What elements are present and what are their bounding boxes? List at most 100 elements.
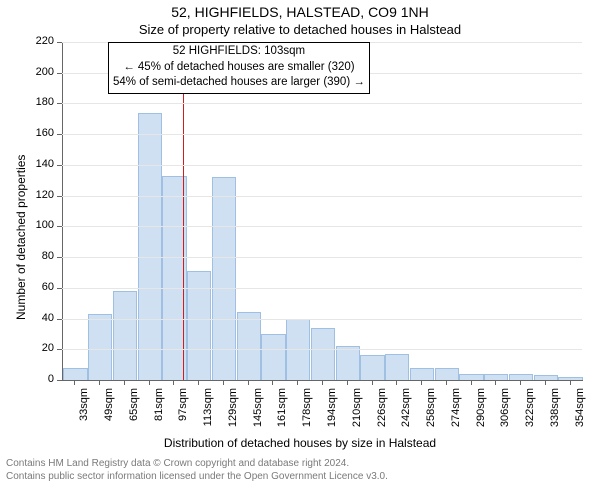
gridline-h — [62, 103, 582, 104]
x-tick-mark — [322, 380, 323, 385]
x-tick-label: 306sqm — [499, 388, 511, 438]
x-tick-mark — [347, 380, 348, 385]
x-tick-mark — [149, 380, 150, 385]
gridline-h — [62, 196, 582, 197]
x-tick-label: 178sqm — [301, 388, 313, 438]
x-axis-label: Distribution of detached houses by size … — [0, 436, 600, 450]
gridline-h — [62, 319, 582, 320]
annotation-line-3: 54% of semi-detached houses are larger (… — [113, 75, 365, 91]
y-tick-label: 140 — [28, 158, 54, 170]
x-tick-label: 242sqm — [400, 388, 412, 438]
gridline-h — [62, 134, 582, 135]
footer-line-1: Contains HM Land Registry data © Crown c… — [6, 458, 388, 471]
x-tick-label: 81sqm — [153, 388, 165, 438]
y-tick-label: 200 — [28, 66, 54, 78]
y-tick-label: 40 — [28, 312, 54, 324]
chart-title-main: 52, HIGHFIELDS, HALSTEAD, CO9 1NH — [0, 4, 600, 20]
x-tick-label: 226sqm — [376, 388, 388, 438]
histogram-bar — [237, 312, 261, 380]
x-tick-label: 210sqm — [351, 388, 363, 438]
x-tick-mark — [471, 380, 472, 385]
histogram-bar — [311, 328, 335, 380]
x-tick-mark — [198, 380, 199, 385]
y-tick-label: 160 — [28, 127, 54, 139]
y-tick-mark — [57, 349, 62, 350]
y-tick-mark — [57, 226, 62, 227]
x-tick-mark — [272, 380, 273, 385]
x-tick-label: 49sqm — [103, 388, 115, 438]
x-tick-label: 290sqm — [475, 388, 487, 438]
y-tick-label: 80 — [28, 250, 54, 262]
y-tick-label: 60 — [28, 281, 54, 293]
y-tick-mark — [57, 73, 62, 74]
x-tick-mark — [396, 380, 397, 385]
gridline-h — [62, 257, 582, 258]
x-tick-label: 322sqm — [524, 388, 536, 438]
histogram-bar — [558, 377, 582, 380]
x-tick-label: 129sqm — [227, 388, 239, 438]
y-tick-mark — [57, 42, 62, 43]
histogram-bar — [534, 375, 558, 380]
y-tick-mark — [57, 134, 62, 135]
y-tick-mark — [57, 103, 62, 104]
annotation-line-2: ← 45% of detached houses are smaller (32… — [113, 60, 365, 76]
x-tick-mark — [570, 380, 571, 385]
x-tick-mark — [545, 380, 546, 385]
y-tick-mark — [57, 165, 62, 166]
chart-title-sub: Size of property relative to detached ho… — [0, 22, 600, 37]
y-axis-label: Number of detached properties — [14, 155, 28, 320]
x-tick-mark — [372, 380, 373, 385]
histogram-bar — [88, 314, 112, 380]
x-tick-label: 258sqm — [425, 388, 437, 438]
footer-line-2: Contains public sector information licen… — [6, 471, 388, 484]
x-tick-mark — [421, 380, 422, 385]
histogram-bar — [336, 346, 360, 380]
y-tick-label: 180 — [28, 96, 54, 108]
y-tick-mark — [57, 196, 62, 197]
y-tick-mark — [57, 288, 62, 289]
annotation-box: 52 HIGHFIELDS: 103sqm ← 45% of detached … — [108, 42, 370, 94]
histogram-bar — [138, 113, 162, 380]
histogram-bar — [385, 354, 409, 380]
x-tick-label: 145sqm — [252, 388, 264, 438]
x-tick-mark — [495, 380, 496, 385]
x-tick-mark — [446, 380, 447, 385]
gridline-h — [62, 349, 582, 350]
gridline-h — [62, 165, 582, 166]
annotation-line-1: 52 HIGHFIELDS: 103sqm — [113, 44, 365, 60]
x-tick-mark — [248, 380, 249, 385]
y-tick-label: 0 — [28, 373, 54, 385]
gridline-h — [62, 226, 582, 227]
x-tick-label: 274sqm — [450, 388, 462, 438]
x-tick-label: 113sqm — [202, 388, 214, 438]
x-tick-label: 354sqm — [574, 388, 586, 438]
y-tick-label: 220 — [28, 35, 54, 47]
x-tick-mark — [124, 380, 125, 385]
chart-container: 52, HIGHFIELDS, HALSTEAD, CO9 1NH Size o… — [0, 0, 600, 500]
footer-attribution: Contains HM Land Registry data © Crown c… — [6, 458, 388, 483]
x-tick-mark — [297, 380, 298, 385]
gridline-h — [62, 288, 582, 289]
histogram-bar — [63, 368, 87, 380]
x-tick-mark — [99, 380, 100, 385]
y-tick-mark — [57, 319, 62, 320]
y-tick-mark — [57, 257, 62, 258]
x-tick-label: 33sqm — [78, 388, 90, 438]
x-tick-mark — [223, 380, 224, 385]
x-tick-mark — [173, 380, 174, 385]
histogram-bar — [113, 291, 137, 380]
y-tick-label: 100 — [28, 219, 54, 231]
y-tick-mark — [57, 380, 62, 381]
x-tick-label: 97sqm — [177, 388, 189, 438]
histogram-bar — [459, 374, 483, 380]
x-tick-label: 161sqm — [276, 388, 288, 438]
x-tick-label: 65sqm — [128, 388, 140, 438]
x-tick-mark — [520, 380, 521, 385]
y-tick-label: 20 — [28, 342, 54, 354]
x-tick-label: 338sqm — [549, 388, 561, 438]
x-tick-mark — [74, 380, 75, 385]
x-tick-label: 194sqm — [326, 388, 338, 438]
histogram-bar — [410, 368, 434, 380]
histogram-bar — [435, 368, 459, 380]
histogram-bar — [261, 334, 285, 380]
